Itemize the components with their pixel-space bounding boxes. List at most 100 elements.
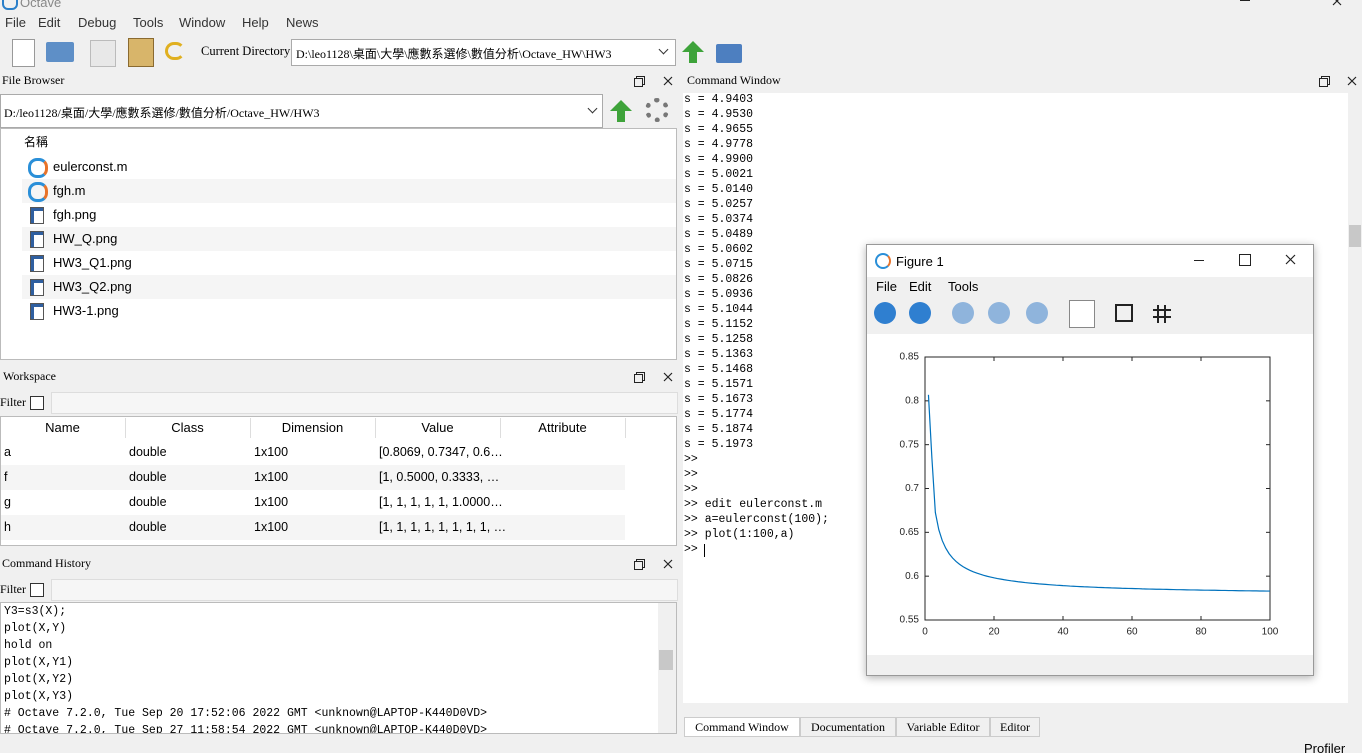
figure-tool[interactable] xyxy=(1069,300,1095,328)
figure-minimize[interactable] xyxy=(1194,260,1204,261)
workspace-cell[interactable]: h xyxy=(4,520,11,534)
workspace-cell[interactable]: 1x100 xyxy=(254,445,289,459)
history-line[interactable]: plot(X,Y1) xyxy=(4,656,74,669)
undo-icon[interactable] xyxy=(165,42,185,60)
settings-icon[interactable] xyxy=(645,98,669,122)
workspace-cell[interactable]: [0.8069, 0.7347, 0.6… xyxy=(379,445,503,459)
dock-tab[interactable]: Command Window xyxy=(684,717,800,737)
column-header[interactable]: Dimension xyxy=(250,418,376,438)
file-name[interactable]: HW_Q.png xyxy=(53,231,118,246)
menu-item[interactable]: Window xyxy=(179,15,226,30)
menu-item[interactable]: Debug xyxy=(78,15,117,30)
figure-tool[interactable] xyxy=(874,302,896,324)
figure-tool[interactable] xyxy=(952,302,974,324)
dock-tab[interactable]: Variable Editor xyxy=(896,717,990,737)
workspace-cell[interactable]: double xyxy=(129,445,167,459)
close-glyph xyxy=(663,76,673,86)
file-browser-path: D:/leo1128/桌面/大學/應數系選修/數值分析/Octave_HW/HW… xyxy=(4,106,320,120)
column-header[interactable]: Name xyxy=(0,418,126,438)
workspace-cell[interactable]: double xyxy=(129,495,167,509)
workspace-cell[interactable]: 1x100 xyxy=(254,495,289,509)
filter-input[interactable] xyxy=(51,579,678,601)
figure-tool[interactable] xyxy=(1026,302,1048,324)
figure-maximize[interactable] xyxy=(1239,254,1251,266)
command-scroll-thumb xyxy=(1349,225,1361,247)
filter-checkbox[interactable] xyxy=(30,396,44,410)
command-line: s = 5.1044 xyxy=(684,303,754,316)
column-header[interactable]: Attribute xyxy=(500,418,626,438)
file-name[interactable]: HW3_Q2.png xyxy=(53,279,132,294)
new-file-icon[interactable] xyxy=(12,39,35,67)
history-line[interactable]: hold on xyxy=(4,639,53,652)
figure-menu-item[interactable]: Tools xyxy=(948,279,979,294)
history-line[interactable]: plot(X,Y2) xyxy=(4,673,74,686)
current-directory-combo[interactable]: D:\leo1128\桌面\大學\應數系選修\數值分析\Octave_HW\HW… xyxy=(291,39,676,66)
workspace-cell[interactable]: g xyxy=(4,495,11,509)
command-line: >> a=eulerconst(100); xyxy=(684,513,829,526)
file-name[interactable]: fgh.m xyxy=(53,183,86,198)
workspace-cell[interactable]: a xyxy=(4,445,11,459)
file-name[interactable]: HW3_Q1.png xyxy=(53,255,132,270)
history-line[interactable]: # Octave 7.2.0, Tue Sep 27 11:58:54 2022… xyxy=(4,724,488,733)
y-tick-label: 0.85 xyxy=(900,352,920,363)
file-name[interactable]: HW3-1.png xyxy=(53,303,119,318)
figure-icon xyxy=(875,253,891,269)
command-line: >> plot(1:100,a) xyxy=(684,528,795,541)
figure-tool[interactable] xyxy=(909,302,931,324)
open-icon[interactable] xyxy=(46,42,74,62)
figure-menu-item[interactable]: Edit xyxy=(909,279,932,294)
workspace-cell[interactable]: double xyxy=(129,520,167,534)
command-line: s = 5.1152 xyxy=(684,318,754,331)
dock-tab[interactable]: Editor xyxy=(990,717,1040,737)
file-browser-path-combo[interactable]: D:/leo1128/桌面/大學/應數系選修/數值分析/Octave_HW/HW… xyxy=(0,94,603,128)
app-minimize-button[interactable] xyxy=(1240,0,1250,1)
menu-item[interactable]: Edit xyxy=(38,15,61,30)
command-window-title: Command Window xyxy=(687,73,781,87)
file-browser-up-button xyxy=(610,100,632,122)
file-name[interactable]: fgh.png xyxy=(53,207,97,222)
command-line: s = 5.1571 xyxy=(684,378,754,391)
command-line: s = 5.1973 xyxy=(684,438,754,451)
history-line[interactable]: plot(X,Y) xyxy=(4,622,67,635)
file-column-header[interactable]: 名稱 xyxy=(24,135,49,149)
column-header[interactable]: Class xyxy=(125,418,251,438)
file-browser-title: File Browser xyxy=(2,73,65,87)
menu-item[interactable]: News xyxy=(286,15,319,30)
history-line[interactable]: # Octave 7.2.0, Tue Sep 20 17:52:06 2022… xyxy=(4,707,488,720)
workspace-cell[interactable]: 1x100 xyxy=(254,470,289,484)
column-header[interactable]: Value xyxy=(375,418,501,438)
workspace-cell[interactable]: [1, 0.5000, 0.3333, … xyxy=(379,470,500,484)
filter-input[interactable] xyxy=(51,392,678,414)
paste-icon[interactable] xyxy=(128,38,154,67)
filter-checkbox[interactable] xyxy=(30,583,44,597)
workspace-title: Workspace xyxy=(3,369,57,383)
x-tick-label: 60 xyxy=(1126,627,1138,638)
command-line: s = 5.1673 xyxy=(684,393,754,406)
file-row-bg xyxy=(22,179,676,203)
menu-item[interactable]: Tools xyxy=(133,15,164,30)
history-line[interactable]: Y3=s3(X); xyxy=(4,605,67,618)
history-line[interactable]: plot(X,Y3) xyxy=(4,690,74,703)
workspace-cell[interactable]: 1x100 xyxy=(254,520,289,534)
undock-glyph xyxy=(634,561,643,570)
workspace-cell[interactable]: [1, 1, 1, 1, 1, 1.0000… xyxy=(379,495,503,509)
workspace-cell[interactable]: [1, 1, 1, 1, 1, 1, 1, 1, … xyxy=(379,520,507,534)
command-line: s = 4.9778 xyxy=(684,138,754,151)
figure-titlebar xyxy=(867,245,1313,277)
figure-tool[interactable] xyxy=(988,302,1010,324)
workspace-cell[interactable]: double xyxy=(129,470,167,484)
image-file-icon xyxy=(30,303,44,320)
command-line: s = 5.0936 xyxy=(684,288,754,301)
figure-tool[interactable] xyxy=(1115,304,1133,322)
menu-item[interactable]: Help xyxy=(242,15,269,30)
menu-item[interactable]: File xyxy=(5,15,26,30)
file-name[interactable]: eulerconst.m xyxy=(53,159,128,174)
workspace-cell[interactable]: f xyxy=(4,470,8,484)
status-profiler[interactable]: Profiler xyxy=(1304,741,1346,753)
browse-icon[interactable] xyxy=(716,44,742,63)
copy-icon[interactable] xyxy=(90,40,116,67)
figure-close-button xyxy=(1285,254,1296,265)
dock-tab[interactable]: Documentation xyxy=(800,717,896,737)
undock-glyph xyxy=(636,372,645,381)
figure-menu-item[interactable]: File xyxy=(876,279,897,294)
